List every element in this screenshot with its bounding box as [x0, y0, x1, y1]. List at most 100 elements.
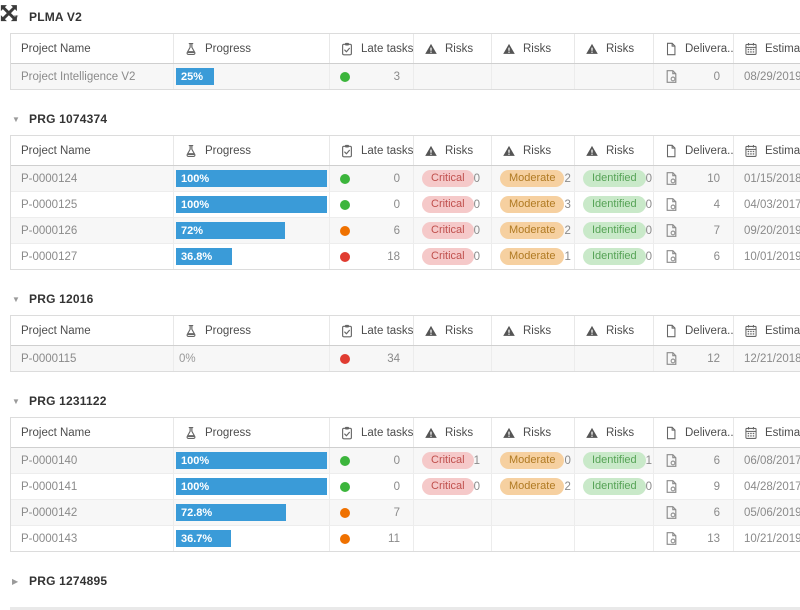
column-header[interactable]: Delivera... [653, 136, 733, 165]
group-header[interactable]: ▼ PRG 12016 [12, 290, 798, 308]
column-header[interactable]: Risks [491, 418, 574, 447]
risks-cell [491, 64, 574, 89]
file-icon [664, 197, 679, 212]
column-header[interactable]: Progress [173, 136, 329, 165]
column-header[interactable]: Risks [574, 34, 653, 63]
deliverables-count: 12 [707, 353, 720, 365]
collapse-toggle-icon[interactable]: ▶ [12, 577, 29, 586]
document-icon [664, 42, 678, 56]
table-row[interactable]: P-0000125100%0Critical0Moderate3Identifi… [11, 191, 800, 217]
group-header[interactable]: ▶ PRG 1274895 [12, 572, 798, 590]
estimated-date-cell: 09/20/2019 [733, 218, 800, 243]
risk-badge: Identified [583, 478, 646, 495]
column-header[interactable]: Risks [413, 136, 491, 165]
table-row[interactable]: P-0000140100%0Critical1Moderate0Identifi… [11, 448, 800, 473]
column-header[interactable]: Project Name [11, 418, 173, 447]
column-header[interactable]: Risks [491, 136, 574, 165]
column-header[interactable]: Estimated... [733, 34, 800, 63]
progress-cell: 100% [173, 166, 329, 191]
column-header[interactable]: Estimated... [733, 136, 800, 165]
column-header[interactable]: Risks [413, 34, 491, 63]
column-header[interactable]: Delivera... [653, 34, 733, 63]
column-header[interactable]: Estimated... [733, 316, 800, 345]
deliverables-cell: 6 [653, 244, 733, 269]
column-header[interactable]: Risks [574, 316, 653, 345]
column-header[interactable]: Late tasks [329, 418, 413, 447]
group-header[interactable]: ▼ PLMA V2 [12, 8, 798, 26]
column-header[interactable]: Late tasks [329, 34, 413, 63]
risk-badge: Critical [422, 478, 474, 495]
collapse-toggle-icon[interactable]: ▼ [12, 397, 29, 406]
project-name-cell: P-0000140 [11, 448, 173, 473]
estimated-date-cell: 10/01/2019 [733, 244, 800, 269]
column-header[interactable]: Progress [173, 34, 329, 63]
project-name: P-0000140 [21, 455, 77, 467]
column-header[interactable]: Late tasks [329, 136, 413, 165]
warning-icon [502, 324, 516, 338]
file-icon [664, 351, 679, 366]
calendar-icon [744, 42, 758, 56]
group-header[interactable]: ▼ PRG 1231122 [12, 392, 798, 410]
document-icon [664, 144, 678, 158]
group-header[interactable]: ▼ PRG 1074374 [12, 110, 798, 128]
column-header[interactable]: Estimated... [733, 418, 800, 447]
column-header[interactable]: Delivera... [653, 418, 733, 447]
progress-bar: 100% [176, 170, 327, 187]
risk-count: 3 [564, 199, 570, 211]
column-header[interactable]: Progress [173, 316, 329, 345]
risk-count: 0 [646, 251, 652, 263]
column-header[interactable]: Project Name [11, 316, 173, 345]
progress-label: 36.7% [181, 533, 212, 545]
table-row[interactable]: P-00001150%341212/21/2018 [11, 346, 800, 371]
project-name: P-0000126 [21, 225, 77, 237]
document-icon [664, 324, 678, 338]
late-tasks-count: 11 [388, 533, 400, 545]
column-header[interactable]: Progress [173, 418, 329, 447]
risks-cell [574, 346, 653, 371]
column-label: Risks [445, 325, 473, 337]
project-name-cell: P-0000141 [11, 474, 173, 499]
status-dot-icon [340, 482, 350, 492]
column-header[interactable]: Late tasks [329, 316, 413, 345]
risk-count: 0 [646, 481, 652, 493]
column-header[interactable]: Risks [574, 418, 653, 447]
column-header[interactable]: Delivera... [653, 316, 733, 345]
project-name: P-0000125 [21, 199, 77, 211]
risk-count: 0 [474, 251, 480, 263]
warning-icon [585, 144, 599, 158]
calendar-icon [744, 426, 758, 440]
column-header[interactable]: Risks [413, 418, 491, 447]
table-row[interactable]: P-000014336.7%111310/21/2019 [11, 525, 800, 551]
collapse-toggle-icon[interactable]: ▼ [12, 115, 29, 124]
deliverables-cell: 6 [653, 500, 733, 525]
risks-cell: Critical0 [413, 244, 491, 269]
warning-icon [424, 426, 438, 440]
column-label: Delivera... [685, 325, 733, 337]
progress-label: 72.8% [181, 507, 212, 519]
risk-badge: Identified [583, 196, 646, 213]
column-header[interactable]: Risks [491, 316, 574, 345]
file-icon [664, 479, 679, 494]
table-row[interactable]: Project Intelligence V225%3008/29/2019 [11, 64, 800, 89]
column-label: Project Name [21, 325, 91, 337]
column-header[interactable]: Risks [574, 136, 653, 165]
column-label: Risks [606, 145, 634, 157]
project-name-cell: Project Intelligence V2 [11, 64, 173, 89]
column-header[interactable]: Project Name [11, 136, 173, 165]
column-label: Delivera... [685, 427, 733, 439]
table-row[interactable]: P-000012672%6Critical0Moderate2Identifie… [11, 217, 800, 243]
risk-badge: Moderate [500, 248, 564, 265]
estimated-date: 04/03/2017 [734, 199, 800, 211]
column-header[interactable]: Risks [413, 316, 491, 345]
risks-cell: Moderate2 [491, 166, 574, 191]
collapse-toggle-icon[interactable]: ▼ [12, 295, 29, 304]
flask-icon [184, 144, 198, 158]
table-row[interactable]: P-0000124100%0Critical0Moderate2Identifi… [11, 166, 800, 191]
table-row[interactable]: P-0000141100%0Critical0Moderate2Identifi… [11, 473, 800, 499]
column-header[interactable]: Project Name [11, 34, 173, 63]
column-header[interactable]: Risks [491, 34, 574, 63]
table-row[interactable]: P-000014272.8%7605/06/2019 [11, 499, 800, 525]
risks-cell: Identified0 [574, 166, 653, 191]
move-handle-icon[interactable] [0, 0, 23, 31]
table-row[interactable]: P-000012736.8%18Critical0Moderate1Identi… [11, 243, 800, 269]
